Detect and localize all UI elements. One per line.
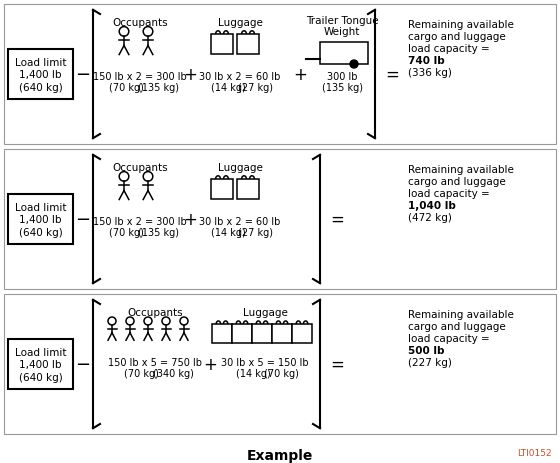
Bar (237, 35, 259, 55)
Text: Luggage: Luggage (218, 18, 263, 28)
Text: Remaining available: Remaining available (408, 20, 514, 30)
Bar (212, 324, 232, 343)
Bar (211, 180, 233, 200)
Text: (227 kg): (227 kg) (408, 357, 452, 367)
Text: 500 lb: 500 lb (408, 345, 445, 355)
Text: cargo and luggage: cargo and luggage (408, 321, 506, 332)
Text: (640 kg): (640 kg) (18, 83, 62, 93)
Text: Luggage: Luggage (218, 163, 263, 173)
Text: (70 kg): (70 kg) (109, 227, 143, 238)
Bar (8, 194, 73, 244)
Text: (135 kg): (135 kg) (321, 83, 362, 93)
Text: Load limit: Load limit (15, 347, 66, 357)
Text: (70 kg): (70 kg) (264, 368, 298, 378)
Text: (336 kg): (336 kg) (408, 68, 452, 78)
Text: (14 kg): (14 kg) (236, 368, 270, 378)
Text: 150 lb x 2 = 300 lb: 150 lb x 2 = 300 lb (93, 72, 187, 82)
Text: (340 kg): (340 kg) (152, 368, 193, 378)
Text: Load limit: Load limit (15, 202, 66, 213)
Text: 1,040 lb: 1,040 lb (408, 200, 456, 211)
Text: (14 kg): (14 kg) (211, 83, 245, 93)
Text: 1,400 lb: 1,400 lb (19, 359, 62, 369)
Text: load capacity =: load capacity = (408, 188, 490, 199)
Text: cargo and luggage: cargo and luggage (408, 32, 506, 42)
Bar (237, 180, 259, 200)
Text: load capacity =: load capacity = (408, 333, 490, 343)
Text: Occupants: Occupants (127, 307, 183, 317)
Text: Example: Example (247, 448, 313, 462)
Bar (4, 150, 556, 289)
Text: 740 lb: 740 lb (408, 56, 445, 66)
Text: +: + (203, 355, 217, 373)
Bar (292, 324, 312, 343)
Text: Occupants: Occupants (112, 18, 168, 28)
Text: =: = (330, 211, 344, 229)
Text: (135 kg): (135 kg) (138, 83, 179, 93)
Bar (252, 324, 272, 343)
Text: Trailer Tongue: Trailer Tongue (306, 16, 379, 26)
Text: (27 kg): (27 kg) (239, 227, 273, 238)
Bar (320, 43, 368, 65)
Text: (70 kg): (70 kg) (124, 368, 158, 378)
Text: −: − (76, 66, 91, 84)
Text: (135 kg): (135 kg) (138, 227, 179, 238)
Bar (4, 294, 556, 434)
Text: 30 lb x 5 = 150 lb: 30 lb x 5 = 150 lb (221, 357, 309, 367)
Text: +: + (183, 66, 197, 84)
Text: −: − (76, 355, 91, 373)
Text: −: − (76, 211, 91, 229)
Text: =: = (330, 355, 344, 373)
Text: (640 kg): (640 kg) (18, 372, 62, 382)
Text: (640 kg): (640 kg) (18, 227, 62, 238)
Bar (232, 324, 252, 343)
Bar (272, 324, 292, 343)
Text: 1,400 lb: 1,400 lb (19, 214, 62, 225)
Text: =: = (385, 66, 399, 84)
Text: 1,400 lb: 1,400 lb (19, 70, 62, 80)
Text: Luggage: Luggage (242, 307, 287, 317)
Text: +: + (293, 66, 307, 84)
Text: 30 lb x 2 = 60 lb: 30 lb x 2 = 60 lb (199, 217, 281, 226)
Circle shape (350, 61, 358, 69)
Bar (8, 50, 73, 100)
Text: Occupants: Occupants (112, 163, 168, 173)
Bar (211, 35, 233, 55)
Text: (27 kg): (27 kg) (239, 83, 273, 93)
Text: 150 lb x 5 = 750 lb: 150 lb x 5 = 750 lb (108, 357, 202, 367)
Text: Weight: Weight (324, 27, 360, 37)
Text: Remaining available: Remaining available (408, 309, 514, 319)
Text: LTI0152: LTI0152 (517, 449, 552, 457)
Text: 150 lb x 2 = 300 lb: 150 lb x 2 = 300 lb (93, 217, 187, 226)
Text: 30 lb x 2 = 60 lb: 30 lb x 2 = 60 lb (199, 72, 281, 82)
Text: Remaining available: Remaining available (408, 165, 514, 175)
Text: Load limit: Load limit (15, 58, 66, 68)
Bar (4, 5, 556, 144)
Text: cargo and luggage: cargo and luggage (408, 176, 506, 187)
Text: (70 kg): (70 kg) (109, 83, 143, 93)
Bar (8, 339, 73, 389)
Text: load capacity =: load capacity = (408, 44, 490, 54)
Text: 300 lb: 300 lb (326, 72, 357, 82)
Text: (472 kg): (472 kg) (408, 213, 452, 223)
Text: (14 kg): (14 kg) (211, 227, 245, 238)
Text: +: + (183, 211, 197, 229)
